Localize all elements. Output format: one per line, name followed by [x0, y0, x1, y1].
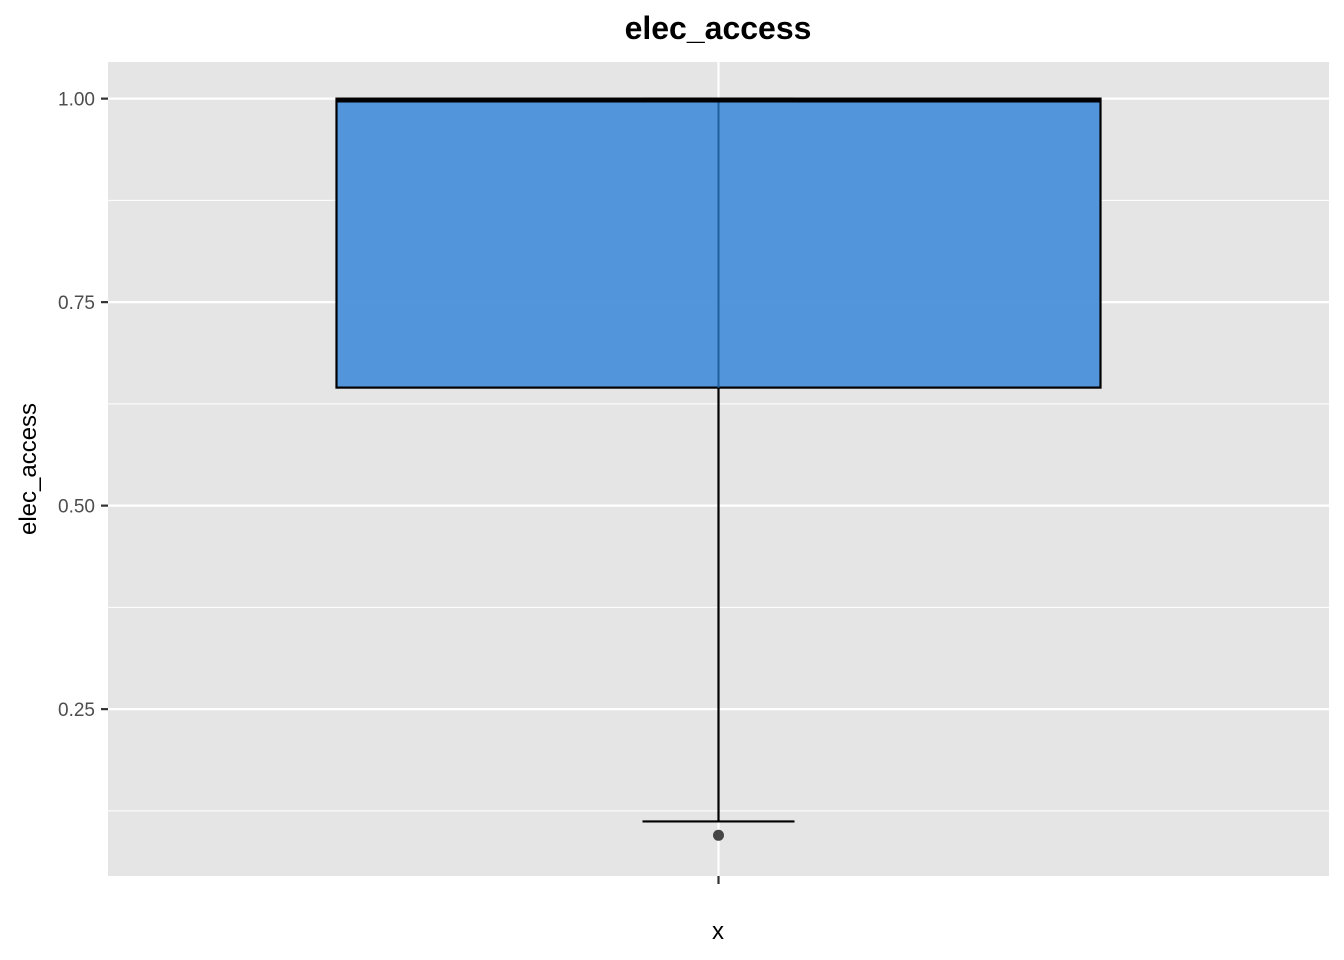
- x-axis-label: x: [712, 918, 724, 945]
- y-tick-label: 0.75: [58, 293, 95, 314]
- chart-title: elec_access: [625, 10, 812, 46]
- y-tick-label: 1.00: [58, 90, 95, 111]
- y-tick-label: 0.50: [58, 497, 95, 518]
- axes: 0.25 0.50 0.75 1.00: [58, 90, 720, 884]
- outlier-point: [713, 829, 724, 841]
- box-group: [335, 97, 1102, 841]
- y-tick-label: 0.25: [58, 700, 95, 721]
- y-axis-label: elec_access: [15, 403, 42, 535]
